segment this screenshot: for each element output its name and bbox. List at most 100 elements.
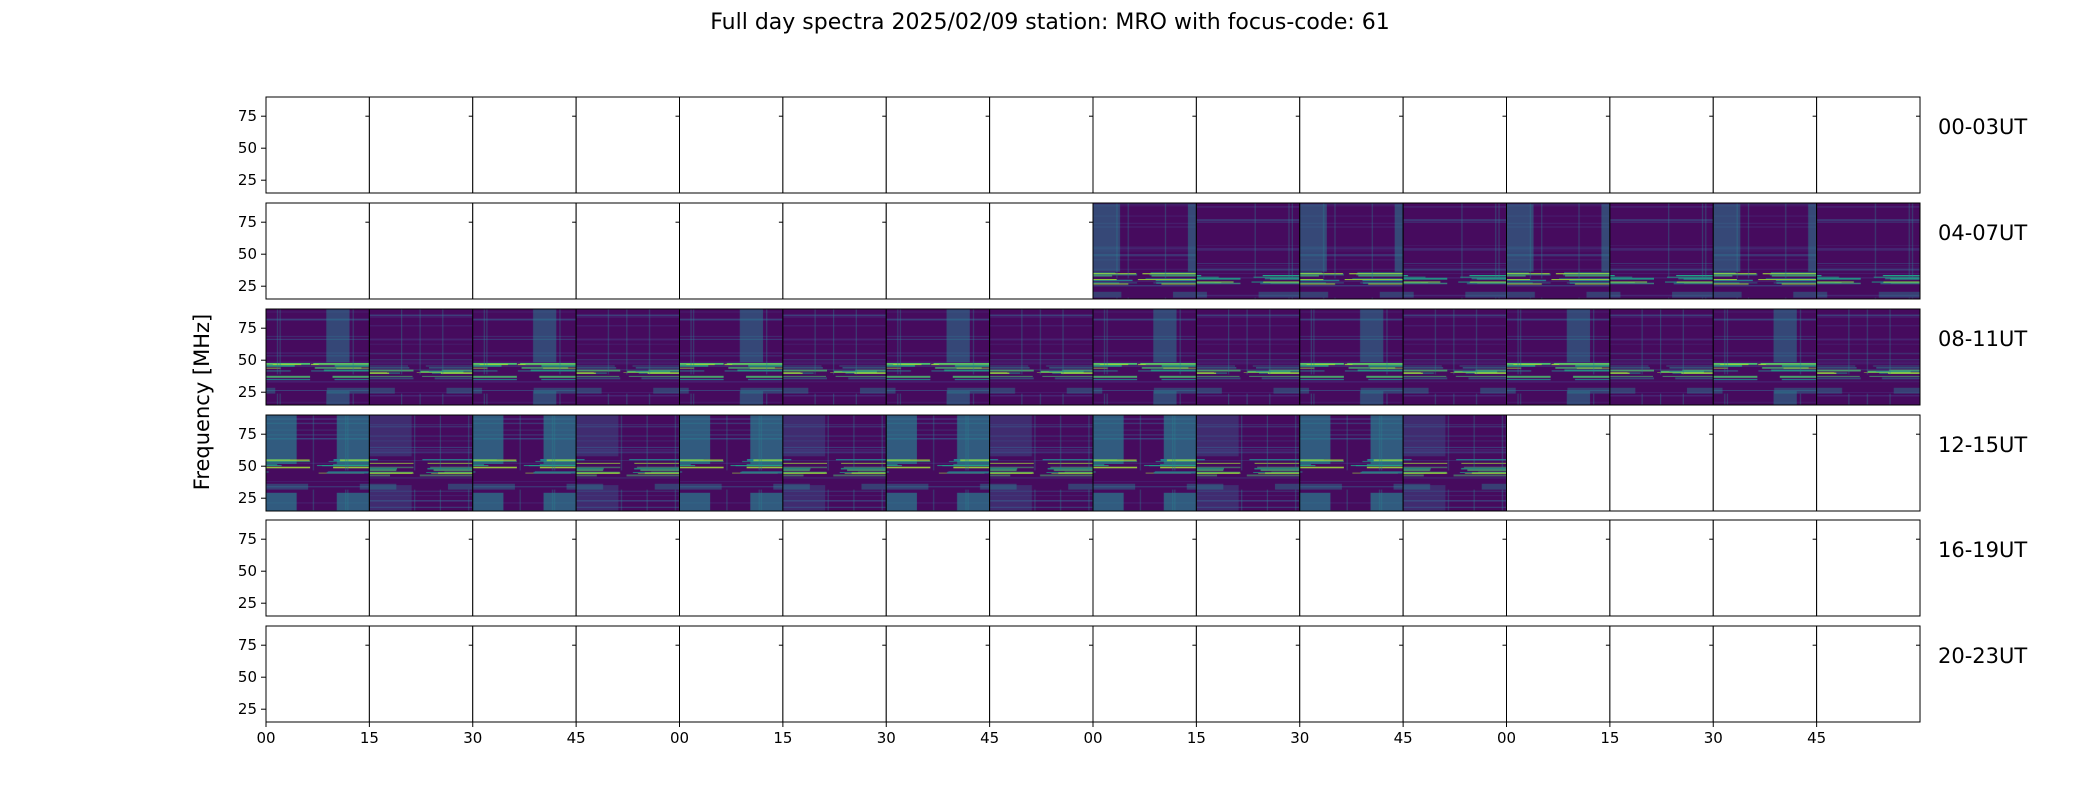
spectrum-panel — [472, 308, 577, 406]
x-tick-label: 45 — [1807, 729, 1826, 747]
spectrum-panel — [989, 414, 1094, 512]
empty-panel — [575, 202, 681, 300]
row-12-15UT — [265, 414, 1921, 512]
spectrum-panel — [1712, 202, 1818, 300]
y-tick-label: 25 — [238, 489, 257, 507]
empty-panel — [368, 202, 474, 300]
spectrum-panel — [679, 308, 784, 406]
spectrum-panel — [1506, 202, 1611, 300]
empty-panel — [368, 625, 474, 723]
spectrum-panel — [265, 308, 370, 406]
empty-panel — [1816, 414, 1921, 512]
empty-panel — [1712, 414, 1818, 512]
spectrum-panel — [1299, 414, 1404, 512]
empty-panel — [679, 96, 784, 194]
empty-panel — [782, 519, 887, 617]
y-tick-label: 50 — [238, 457, 257, 475]
empty-panel — [1299, 625, 1404, 723]
spectrum-panel — [1506, 308, 1611, 406]
y-tick-label: 50 — [238, 245, 257, 263]
empty-panel — [1092, 96, 1197, 194]
y-tick-label: 25 — [238, 171, 257, 189]
spectrum-panel — [1402, 202, 1508, 300]
empty-panel — [1712, 96, 1818, 194]
y-tick-label: 50 — [238, 562, 257, 580]
chart-title: Full day spectra 2025/02/09 station: MRO… — [710, 10, 1390, 35]
spectrum-panel — [1195, 202, 1301, 300]
row-label: 20-23UT — [1938, 644, 2027, 668]
x-tick-label: 45 — [1394, 729, 1413, 747]
empty-panel — [989, 625, 1094, 723]
spectrum-panel — [1712, 308, 1818, 406]
y-tick-label: 25 — [238, 700, 257, 718]
spectrum-panel — [885, 414, 991, 512]
row-label: 04-07UT — [1938, 221, 2027, 245]
empty-panel — [679, 625, 784, 723]
empty-panel — [1195, 519, 1301, 617]
row-label: 12-15UT — [1938, 433, 2027, 457]
empty-panel — [368, 519, 474, 617]
empty-panel — [1609, 519, 1714, 617]
empty-panel — [1609, 96, 1714, 194]
y-tick-label: 75 — [238, 636, 257, 654]
empty-panel — [472, 202, 577, 300]
spectrum-panel — [782, 414, 887, 512]
spectrum-panel — [368, 414, 474, 512]
empty-panel — [1402, 519, 1508, 617]
x-tick-label: 15 — [360, 729, 379, 747]
spectrum-panel — [1609, 202, 1714, 300]
x-tick-label: 15 — [1187, 729, 1206, 747]
empty-panel — [1402, 96, 1508, 194]
empty-panel — [782, 625, 887, 723]
empty-panel — [1506, 519, 1611, 617]
spectrum-panel — [1402, 414, 1508, 512]
spectrum-panel — [1609, 308, 1714, 406]
y-axis-label: Frequency [MHz] — [190, 314, 214, 490]
empty-panel — [989, 96, 1094, 194]
empty-panel — [782, 96, 887, 194]
spectrum-panel — [679, 414, 784, 512]
empty-panel — [472, 96, 577, 194]
spectrum-panel — [1402, 308, 1508, 406]
empty-panel — [679, 202, 784, 300]
empty-panel — [885, 625, 991, 723]
spectrum-panel — [368, 308, 474, 406]
empty-panel — [1299, 519, 1404, 617]
x-tick-label: 30 — [1704, 729, 1723, 747]
empty-panel — [1712, 519, 1818, 617]
empty-panel — [782, 202, 887, 300]
axes-layer: 25 50 75 00-03UT 25 50 75 04-07UT 25 50 75 08-11UT 2… — [238, 107, 2027, 747]
spectrum-panel — [782, 308, 887, 406]
row-20-23UT — [265, 625, 1921, 723]
x-tick-label: 15 — [773, 729, 792, 747]
empty-panel — [989, 519, 1094, 617]
y-tick-label: 75 — [238, 319, 257, 337]
empty-panel — [1712, 625, 1818, 723]
x-tick-label: 00 — [1083, 729, 1102, 747]
empty-panel — [472, 519, 577, 617]
x-tick-label: 45 — [980, 729, 999, 747]
empty-panel — [1195, 96, 1301, 194]
spectrum-panel — [575, 308, 681, 406]
empty-panel — [885, 519, 991, 617]
spectrum-panel — [1816, 202, 1921, 300]
x-tick-label: 00 — [256, 729, 275, 747]
empty-panel — [679, 519, 784, 617]
empty-panel — [575, 519, 681, 617]
y-tick-label: 75 — [238, 425, 257, 443]
row-label: 16-19UT — [1938, 538, 2027, 562]
y-tick-label: 25 — [238, 383, 257, 401]
y-tick-label: 50 — [238, 351, 257, 369]
y-tick-label: 75 — [238, 213, 257, 231]
empty-panel — [1609, 625, 1714, 723]
row-04-07UT — [265, 202, 1921, 300]
spectrum-panel — [1816, 308, 1921, 406]
row-00-03UT — [265, 96, 1921, 194]
empty-panel — [575, 96, 681, 194]
empty-panel — [1506, 414, 1611, 512]
empty-panel — [1506, 96, 1611, 194]
empty-panel — [989, 202, 1094, 300]
empty-panel — [265, 519, 370, 617]
empty-panel — [1299, 96, 1404, 194]
